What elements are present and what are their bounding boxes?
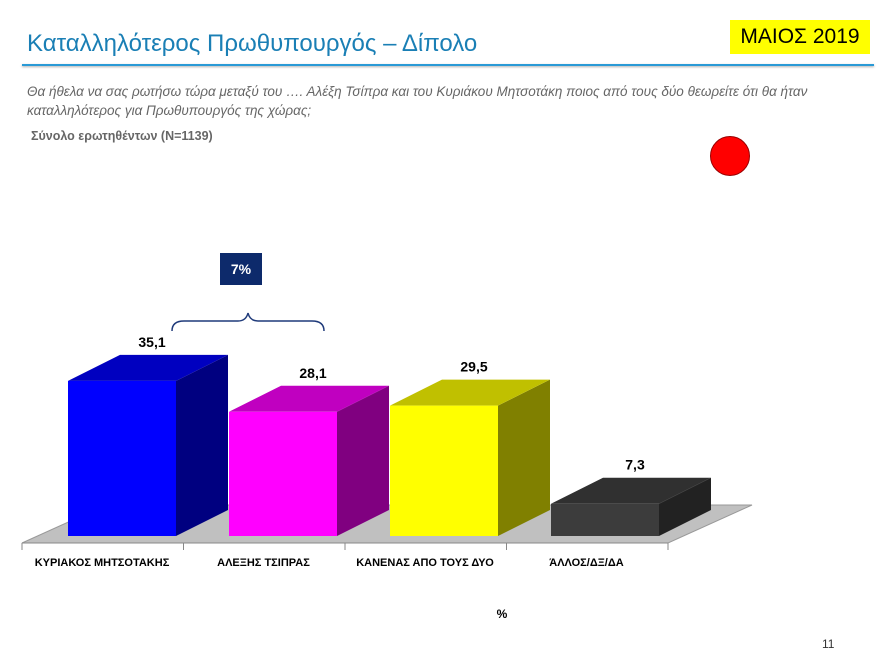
bar-top xyxy=(229,385,389,412)
data-label: 7,3 xyxy=(625,457,645,473)
bar-top xyxy=(551,477,711,504)
difference-brace xyxy=(171,312,325,332)
bar xyxy=(390,405,498,536)
category-label: ΚΥΡΙΑΚΟΣ ΜΗΤΣΟΤΑΚΗΣ xyxy=(35,557,170,569)
page-title: Καταλληλότερος Πρωθυπουργός – Δίπολο xyxy=(27,30,478,57)
data-label: 29,5 xyxy=(460,359,487,375)
bar-top xyxy=(390,379,550,406)
sample-base: Σύνολο ερωτηθέντων (N=1139) xyxy=(31,129,213,143)
data-label: 28,1 xyxy=(299,365,326,381)
bar xyxy=(229,411,337,536)
bar xyxy=(68,380,176,536)
bar-side xyxy=(498,379,550,536)
category-label: ΚΑΝΕΝΑΣ ΑΠΟ ΤΟΥΣ ΔΥΟ xyxy=(356,557,494,569)
survey-question: Θα ήθελα να σας ρωτήσω τώρα μεταξύ του …… xyxy=(27,84,808,118)
bar-top xyxy=(68,354,228,381)
x-axis-label: % xyxy=(497,607,508,621)
page-number: 11 xyxy=(822,637,835,651)
date-badge: ΜΑΙΟΣ 2019 xyxy=(730,20,870,54)
title-divider xyxy=(22,64,874,66)
data-label: 35,1 xyxy=(138,334,165,350)
bar-side xyxy=(659,477,711,536)
bar-side xyxy=(176,354,228,536)
category-label: ΑΛΕΞΗΣ ΤΣΙΠΡΑΣ xyxy=(217,557,310,569)
difference-box xyxy=(220,253,262,285)
bar xyxy=(551,503,659,536)
category-label: ΆΛΛΟΣ/ΔΞ/ΔΑ xyxy=(549,557,623,569)
bar-side xyxy=(337,385,389,536)
red-circle-indicator xyxy=(710,136,750,176)
difference-label: 7% xyxy=(231,261,252,277)
